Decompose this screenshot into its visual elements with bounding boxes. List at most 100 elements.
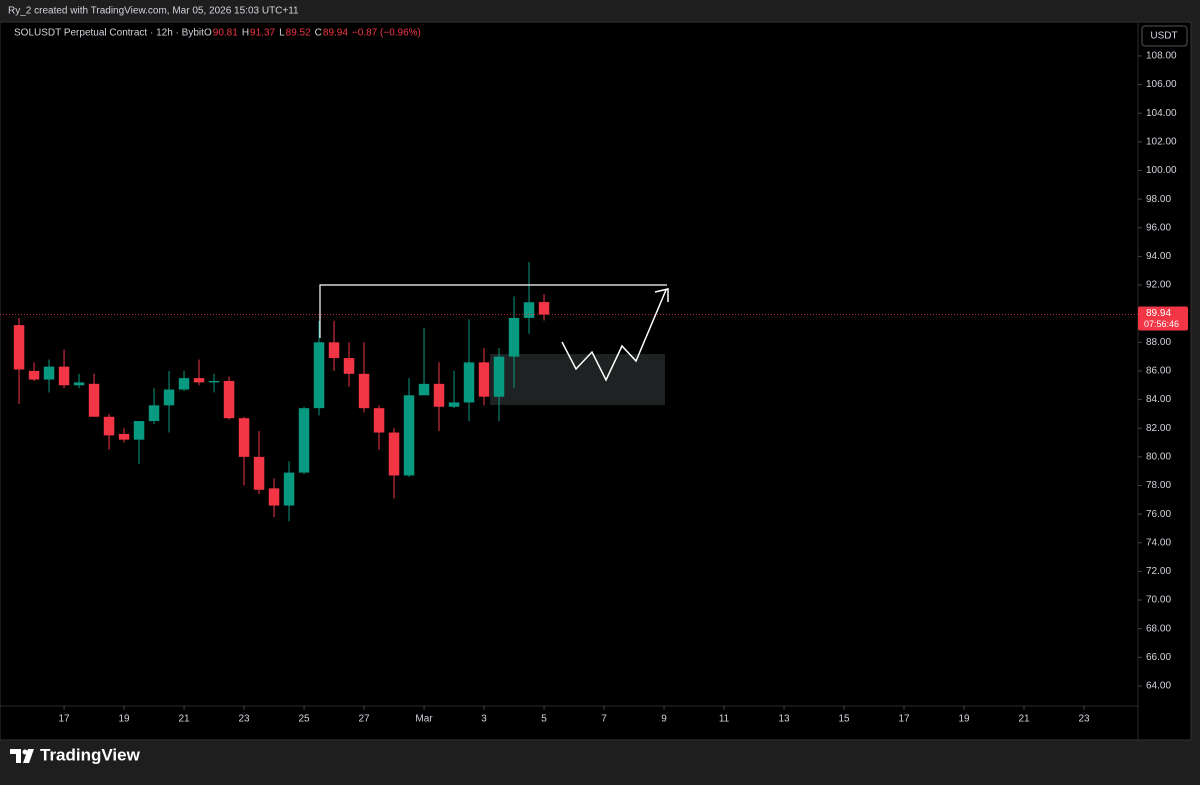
candle-body (178, 378, 190, 390)
x-tick-label: 11 (719, 714, 730, 725)
legend-value: 90.81 (213, 28, 238, 39)
candle-body (88, 383, 100, 417)
x-tick-label: 23 (238, 714, 250, 725)
x-tick-label: 13 (778, 714, 790, 725)
y-tick-label: 68.00 (1146, 623, 1171, 634)
x-tick-label: 17 (898, 714, 910, 725)
logo-icon (10, 749, 34, 763)
candle-body (298, 408, 310, 473)
candle-body (433, 383, 445, 407)
legend-key: H (242, 28, 249, 39)
x-tick-label: 9 (661, 714, 667, 725)
candle-body (253, 456, 265, 490)
legend-value: 89.52 (286, 28, 311, 39)
candle-body (463, 362, 475, 403)
legend-key: C (315, 28, 322, 39)
x-tick-label: 15 (838, 714, 850, 725)
logo-text: TradingView (40, 745, 141, 764)
y-tick-label: 82.00 (1146, 423, 1171, 434)
candle-body (313, 342, 325, 409)
price-label-box (1138, 306, 1188, 331)
projection-path (561, 289, 667, 382)
currency-button[interactable] (1141, 25, 1188, 47)
legend-value: 91.37 (250, 28, 275, 39)
y-tick-label: 102.00 (1146, 136, 1177, 147)
legend-change: −0.87 (−0.96%) (352, 28, 421, 39)
x-tick-label: 25 (298, 714, 310, 725)
legend: O 90.81 H 91.37 L 89.52 C 89.94 −0.87 (−0.96%) (204, 28, 421, 39)
price-label: 89.94 (1146, 308, 1171, 319)
candle-body (163, 389, 175, 406)
y-tick-label: 78.00 (1146, 480, 1171, 491)
y-tick-label: 108.00 (1146, 51, 1177, 62)
candle-body (58, 366, 70, 386)
x-tick-label: 5 (541, 714, 547, 725)
x-tick-label: 19 (118, 714, 130, 725)
x-tick-label: 27 (358, 714, 370, 725)
y-tick-label: 70.00 (1146, 595, 1171, 606)
legend-value: 89.94 (323, 28, 348, 39)
y-tick-label: 74.00 (1146, 537, 1171, 548)
y-tick-label: 76.00 (1146, 509, 1171, 520)
y-tick-label: 104.00 (1146, 108, 1177, 119)
candle-body (223, 380, 235, 419)
y-tick-label: 98.00 (1146, 194, 1171, 205)
candle-body (283, 472, 295, 506)
candle-body (388, 432, 400, 476)
y-tick-label: 106.00 (1146, 79, 1177, 90)
candle-body (103, 416, 115, 436)
x-tick-label: 19 (958, 714, 970, 725)
legend-key: O (204, 28, 212, 39)
y-tick-label: 84.00 (1146, 394, 1171, 405)
candle-body (43, 366, 55, 380)
y-tick-label: 80.00 (1146, 451, 1171, 462)
x-tick-label: 3 (481, 714, 487, 725)
plot (13, 262, 550, 522)
level-line (319, 284, 667, 338)
x-tick-label: 17 (58, 714, 70, 725)
countdown: 07:56:46 (1144, 319, 1179, 329)
credit: Ry_2 created with TradingView.com, Mar 0… (8, 6, 299, 17)
candle-body (28, 370, 40, 380)
y-tick-label: 100.00 (1146, 165, 1177, 176)
y-tick-label: 88.00 (1146, 337, 1171, 348)
candle-body (418, 383, 430, 396)
projection-arrow (654, 288, 669, 302)
x-tick-label: 21 (178, 714, 190, 725)
candle-body (343, 358, 355, 374)
x-tick-label: Mar (415, 714, 433, 725)
x-tick-label: 7 (601, 714, 607, 725)
y-tick-label: 86.00 (1146, 366, 1171, 377)
candle-body (328, 342, 340, 359)
candle-body (73, 382, 85, 386)
candle-body (133, 421, 145, 440)
candle-body (148, 405, 160, 422)
candle-body (403, 395, 415, 476)
y-tick-label: 96.00 (1146, 222, 1171, 233)
y-tick-label: 72.00 (1146, 566, 1171, 577)
x-tick-label: 21 (1018, 714, 1030, 725)
candle-body (478, 362, 490, 397)
candle-body (493, 356, 505, 397)
candle-body (268, 488, 280, 506)
y-tick-label: 66.00 (1146, 652, 1171, 663)
candle-body (448, 402, 460, 407)
currency[interactable]: USDT (1150, 31, 1177, 42)
candle-body (358, 373, 370, 409)
candle-body (508, 317, 520, 357)
candle-body (193, 378, 205, 383)
candle-body (13, 325, 25, 370)
candle-body (208, 380, 220, 383)
x-tick-label: 23 (1078, 714, 1090, 725)
y-tick-label: 92.00 (1146, 280, 1171, 291)
y-tick-label: 94.00 (1146, 251, 1171, 262)
chart-title: SOLUSDT Perpetual Contract · 12h · Bybit (14, 28, 204, 39)
candle-body (238, 418, 250, 457)
candle-body (118, 433, 130, 440)
y-tick-label: 64.00 (1146, 681, 1171, 692)
candle-body (373, 408, 385, 433)
legend-key: L (279, 28, 285, 39)
zone (490, 354, 665, 405)
